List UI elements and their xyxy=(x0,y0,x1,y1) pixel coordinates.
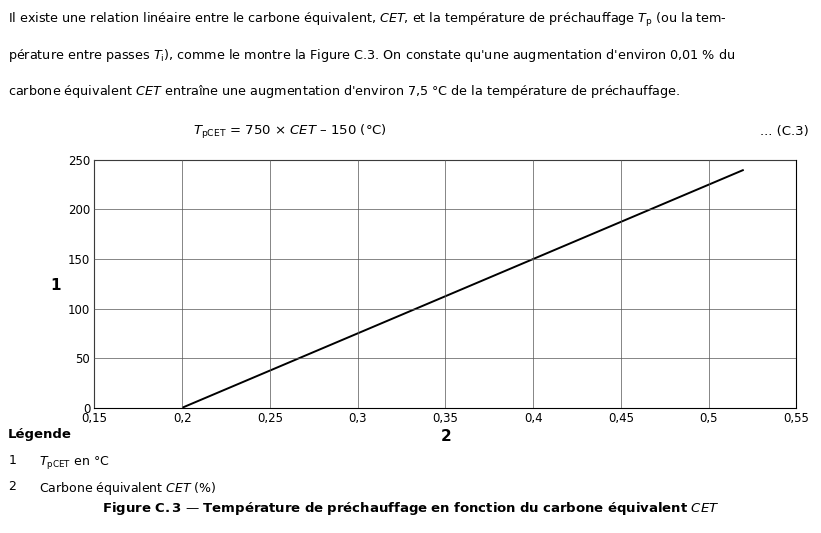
Text: $T_\mathrm{pCET}$ en °C: $T_\mathrm{pCET}$ en °C xyxy=(39,454,109,471)
Text: Il existe une relation linéaire entre le carbone équivalent, $\mathit{CET}$, et : Il existe une relation linéaire entre le… xyxy=(8,11,727,29)
Text: 2: 2 xyxy=(8,480,16,492)
Text: pérature entre passes $T_\mathrm{i}$), comme le montre la Figure C.3. On constat: pérature entre passes $T_\mathrm{i}$), c… xyxy=(8,47,736,64)
Text: 1: 1 xyxy=(51,278,61,293)
Text: 1: 1 xyxy=(8,454,16,467)
Text: $\mathbf{Figure\ C.3\ —\ Température\ de\ préchauffage\ en\ fonction\ du\ carbon: $\mathbf{Figure\ C.3\ —\ Température\ de… xyxy=(102,500,719,517)
Text: $T_\mathrm{pCET}$ = 750 × $\mathit{CET}$ – 150 (°C): $T_\mathrm{pCET}$ = 750 × $\mathit{CET}$… xyxy=(193,123,387,141)
Text: Carbone équivalent $\mathit{CET}$ (%): Carbone équivalent $\mathit{CET}$ (%) xyxy=(39,480,216,497)
Text: Légende: Légende xyxy=(8,427,72,441)
Text: ... (C.3): ... (C.3) xyxy=(760,125,809,139)
Text: carbone équivalent $\mathit{CET}$ entraîne une augmentation d'environ 7,5 °C de : carbone équivalent $\mathit{CET}$ entraî… xyxy=(8,83,681,100)
Text: 2: 2 xyxy=(441,429,452,444)
